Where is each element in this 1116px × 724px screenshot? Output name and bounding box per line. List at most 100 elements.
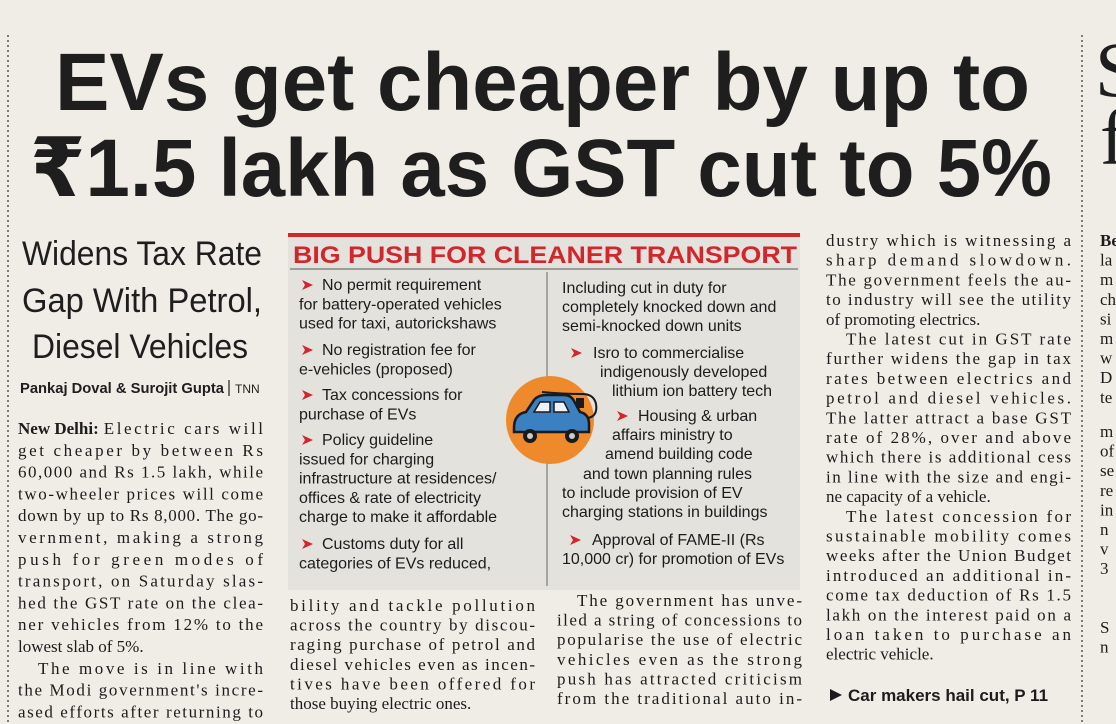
- box-item: and town planning rules: [583, 466, 752, 483]
- bullet-arrow: [617, 411, 628, 421]
- body-line: petrol and diesel vehicles.: [826, 389, 1071, 408]
- box-item: Customs duty for all: [322, 536, 463, 553]
- bullet-arrow: [302, 280, 313, 290]
- adjacent-line: w: [1100, 349, 1113, 368]
- body-line: 60,000 and Rs 1.5 lakh, while: [18, 463, 263, 482]
- dateline: New Delhi:: [18, 419, 99, 438]
- box-item: for battery-operated vehicles: [299, 296, 502, 313]
- box-item: Tax concessions for: [322, 387, 463, 404]
- body-line: vehicles even as the strong: [557, 650, 803, 669]
- body-line: popularise the use of electric: [557, 630, 802, 649]
- body-line: come tax deduction of Rs 1.5: [826, 586, 1071, 605]
- body-line: weeks after the Union Budget: [826, 546, 1071, 565]
- body-line: those buying electric ones.: [290, 694, 471, 713]
- box-item: Policy guideline: [322, 432, 433, 449]
- box-item: completely knocked down and: [562, 299, 776, 316]
- box-item: e-vehicles (proposed): [299, 361, 453, 378]
- body-line: rate of 28%, over and above: [826, 428, 1071, 447]
- box-item: Isro to commercialise: [593, 345, 744, 362]
- adjacent-line: D: [1100, 368, 1112, 387]
- adjacent-line: ch: [1100, 290, 1116, 309]
- bullet-arrow: [571, 348, 582, 358]
- box-item: semi-knocked down units: [562, 318, 742, 335]
- body-line: ne capacity of a vehicle.: [826, 487, 991, 506]
- body-line: iled a string of concessions to: [557, 611, 802, 630]
- body-line: The government has unve-: [577, 591, 802, 610]
- bullet-arrow: [302, 345, 313, 355]
- adjacent-line: in: [1100, 500, 1114, 519]
- box-item: 10,000 cr) for promotion of EVs: [562, 551, 784, 568]
- bullet-arrow: [302, 435, 313, 445]
- bullet-arrow: [302, 390, 313, 400]
- body-line: The latter attract a base GST: [826, 408, 1072, 427]
- body-line: diesel vehicles even as incen-: [290, 655, 535, 674]
- byline: Pankaj Doval & Surojit Gupta: [20, 380, 225, 397]
- subheadline: Widens Tax Rate: [22, 235, 262, 273]
- box-item: used for taxi, autorickshaws: [299, 316, 496, 333]
- box-item: purchase of EVs: [299, 406, 416, 423]
- body-line: further widens the gap in tax: [826, 349, 1072, 368]
- adjacent-line: se: [1100, 461, 1114, 480]
- body-line: transport, on Saturday slas-: [18, 572, 263, 591]
- box-item: Approval of FAME-II (Rs: [592, 532, 765, 549]
- adjacent-line: of: [1100, 442, 1115, 461]
- box-item: amend building code: [605, 446, 753, 463]
- adjacent-line: v: [1100, 540, 1109, 559]
- box-item: affairs ministry to: [612, 427, 733, 444]
- box-item: infrastructure at residences/: [299, 471, 497, 488]
- cross-reference: Car makers hail cut, P 11: [848, 686, 1048, 705]
- adjacent-headline: f: [1100, 94, 1116, 181]
- body-line: of promoting electrics.: [826, 310, 980, 329]
- body-line: tives have been offered for: [290, 674, 535, 693]
- body-line: ased efforts after returning to: [18, 702, 263, 721]
- body-line: The move is in line with: [38, 659, 264, 678]
- box-item: No registration fee for: [322, 342, 477, 359]
- box-item: Including cut in duty for: [562, 280, 727, 297]
- box-item: charging stations in buildings: [562, 504, 767, 521]
- body-line: The latest cut in GST rate: [846, 330, 1071, 349]
- adjacent-line: n: [1100, 638, 1109, 657]
- headline: EVs get cheaper by up to: [55, 37, 1030, 128]
- adjacent-line: 3: [1100, 559, 1109, 578]
- adjacent-line: m: [1100, 422, 1113, 441]
- bullet-arrow: [302, 539, 313, 549]
- body-line: to industry will see the utility: [826, 290, 1072, 309]
- body-line: from the traditional auto in-: [557, 689, 802, 708]
- box-item: issued for charging: [299, 451, 434, 468]
- body-line: raging purchase of petrol and: [290, 635, 536, 654]
- adjacent-line: m: [1100, 329, 1113, 348]
- box-item: categories of EVs reduced,: [299, 555, 491, 572]
- adjacent-line: la: [1100, 251, 1113, 270]
- adjacent-headline: S: [1095, 26, 1116, 113]
- body-line: loan taken to purchase an: [826, 625, 1072, 644]
- headline: ₹1.5 lakh as GST cut to 5%: [30, 123, 1052, 214]
- adjacent-line: si: [1100, 309, 1112, 328]
- body-line: introduced an additional in-: [826, 566, 1071, 585]
- bullet-arrow: [570, 535, 581, 545]
- box-item: Housing & urban: [638, 408, 757, 425]
- adjacent-line: re: [1100, 481, 1113, 500]
- body-line: which there is additional cess: [826, 448, 1071, 467]
- body-line: bility and tackle pollution: [290, 596, 536, 615]
- body-line: Electric cars will: [104, 419, 264, 438]
- box-item: No permit requirement: [322, 277, 482, 294]
- body-line: in line with the size and engi-: [826, 467, 1071, 486]
- box-item: indigenously developed: [600, 364, 767, 381]
- box-item: lithium ion battery tech: [612, 383, 772, 400]
- subheadline: Gap With Petrol,: [22, 282, 262, 320]
- adjacent-line: n: [1100, 520, 1109, 539]
- body-line: lakh on the interest paid on a: [826, 605, 1071, 624]
- adjacent-line: te: [1100, 388, 1112, 407]
- adjacent-line: Be: [1100, 231, 1116, 250]
- body-line: down by up to Rs 8,000. The go-: [18, 506, 263, 525]
- box-item: to include provision of EV: [562, 485, 743, 502]
- body-line: the Modi government's incre-: [18, 681, 263, 700]
- body-line: hed the GST rate on the clea-: [18, 593, 263, 612]
- box-title: BIG PUSH FOR CLEANER TRANSPORT: [293, 242, 797, 269]
- body-line: lowest slab of 5%.: [18, 637, 144, 656]
- box-item: offices & rate of electricity: [299, 490, 481, 507]
- subheadline: Diesel Vehicles: [32, 328, 248, 366]
- body-line: electric vehicle.: [826, 645, 934, 664]
- body-line: The latest concession for: [846, 507, 1071, 526]
